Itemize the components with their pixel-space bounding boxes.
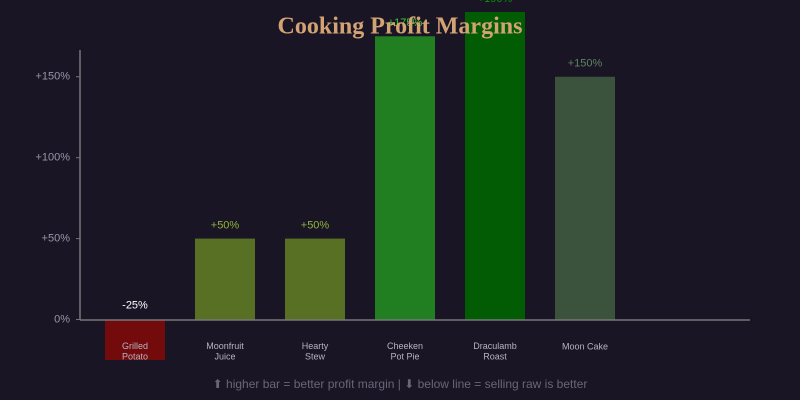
- x-tick-label: Moon Cake: [562, 341, 608, 351]
- y-tick-label: 0%: [54, 313, 70, 325]
- value-label: +150%: [568, 58, 603, 70]
- bar: [555, 76, 615, 320]
- bars: [105, 12, 615, 360]
- value-label: +50%: [301, 220, 330, 232]
- bar: [285, 238, 345, 320]
- footnote: ⬆ higher bar = better profit margin | ⬇ …: [213, 377, 588, 391]
- x-tick-label: Moonfruit Juice: [206, 341, 244, 361]
- x-tick-label: Grilled Potato: [122, 341, 148, 361]
- bar: [375, 36, 435, 320]
- x-tick-label: Cheeken Pot Pie: [387, 341, 423, 361]
- bar: [465, 12, 525, 320]
- value-label: +190%: [478, 0, 513, 5]
- bar: [105, 319, 165, 360]
- value-label: +175%: [388, 17, 423, 29]
- y-tick-label: +100%: [35, 152, 70, 164]
- y-tick-label: +50%: [42, 233, 71, 245]
- value-label: -25%: [122, 299, 148, 311]
- chart-title: Cooking Profit Margins: [278, 14, 523, 40]
- bar: [195, 238, 255, 320]
- x-tick-label: Draculamb Roast: [473, 341, 517, 361]
- x-tick-label: Hearty Stew: [302, 341, 329, 361]
- y-tick-label: +150%: [35, 71, 70, 83]
- value-label: +50%: [211, 220, 240, 232]
